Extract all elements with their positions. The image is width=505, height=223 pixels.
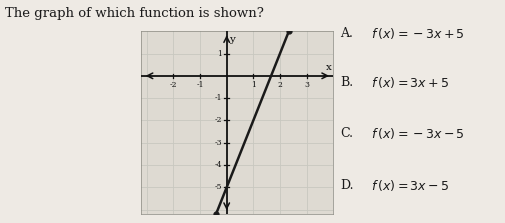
Text: A.: A. [340,27,353,40]
Text: -2: -2 [215,116,222,124]
Text: $f\,(x)=3x-5$: $f\,(x)=3x-5$ [371,178,449,193]
Text: -3: -3 [214,139,222,147]
Text: C.: C. [340,127,353,140]
Text: $f\,(x)=3x+5$: $f\,(x)=3x+5$ [371,75,449,90]
Text: $f\,(x)=-3x+5$: $f\,(x)=-3x+5$ [371,26,465,41]
Text: B.: B. [340,76,353,89]
Text: $f\,(x)=-3x-5$: $f\,(x)=-3x-5$ [371,126,465,141]
Text: -5: -5 [215,183,222,191]
Text: x: x [326,64,332,72]
Text: -4: -4 [215,161,222,169]
Text: -1: -1 [196,81,204,89]
Text: -2: -2 [170,81,177,89]
Text: 1: 1 [217,50,222,58]
Text: 3: 3 [304,81,309,89]
Text: 2: 2 [278,81,282,89]
Text: 1: 1 [251,81,256,89]
Text: -1: -1 [215,94,222,102]
Text: D.: D. [340,179,353,192]
Text: The graph of which function is shown?: The graph of which function is shown? [5,7,264,20]
Text: y: y [229,35,235,43]
